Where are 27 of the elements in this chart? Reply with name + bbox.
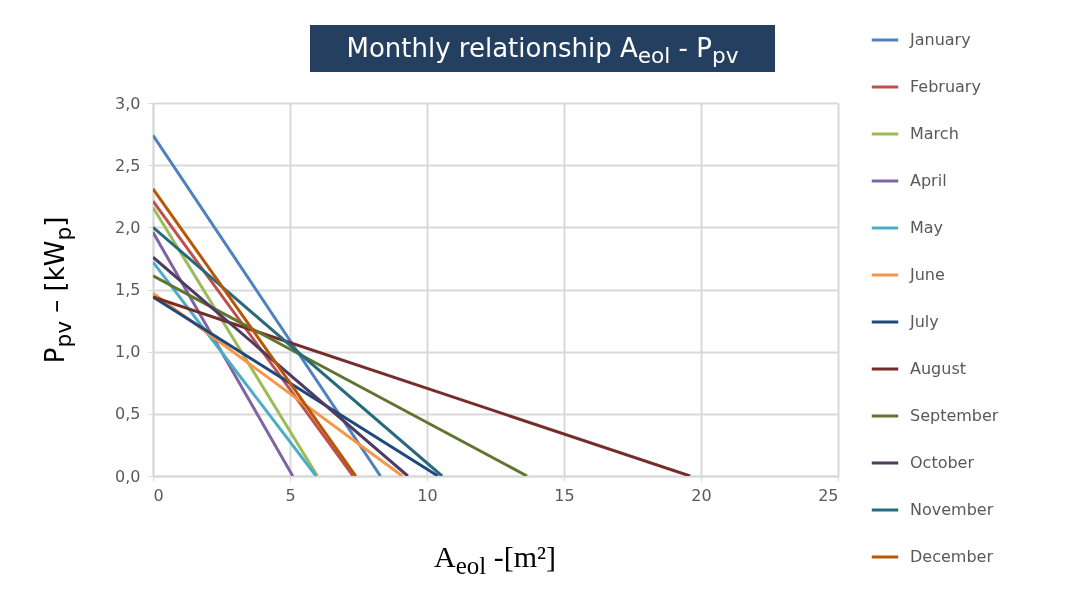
- legend-label: February: [910, 77, 981, 96]
- legend-label: October: [910, 453, 975, 472]
- legend-label: April: [910, 171, 947, 190]
- y-tick-label: 0,0: [115, 466, 141, 486]
- x-tick-label: 10: [417, 485, 438, 505]
- legend-label: May: [910, 218, 944, 237]
- legend-label: August: [910, 359, 966, 378]
- y-tick-label: 2,5: [115, 155, 141, 175]
- legend-label: March: [910, 124, 959, 143]
- y-tick-label: 3,0: [115, 93, 141, 113]
- legend-label: July: [909, 312, 939, 331]
- x-tick-label: 15: [554, 485, 575, 505]
- x-tick-label: 5: [285, 485, 296, 505]
- legend-label: September: [910, 406, 999, 425]
- y-tick-label: 1,5: [115, 280, 141, 299]
- x-axis-title: A$_{eol}$ -[m²]: [433, 540, 557, 580]
- legend-label: June: [909, 265, 945, 284]
- y-tick-label: 2,0: [115, 217, 141, 237]
- x-tick-label: 20: [691, 485, 712, 505]
- x-tick-label: 25: [818, 485, 839, 505]
- x-tick-label: 0: [153, 485, 164, 505]
- legend-label: November: [910, 500, 994, 519]
- legend-label: January: [909, 30, 971, 49]
- y-tick-label: 1,0: [115, 342, 141, 362]
- legend-label: December: [910, 547, 994, 566]
- chart-title: Monthly relationship A$_{eol}$ - P$_{pv}$: [310, 25, 775, 72]
- y-tick-label: 0,5: [115, 404, 141, 424]
